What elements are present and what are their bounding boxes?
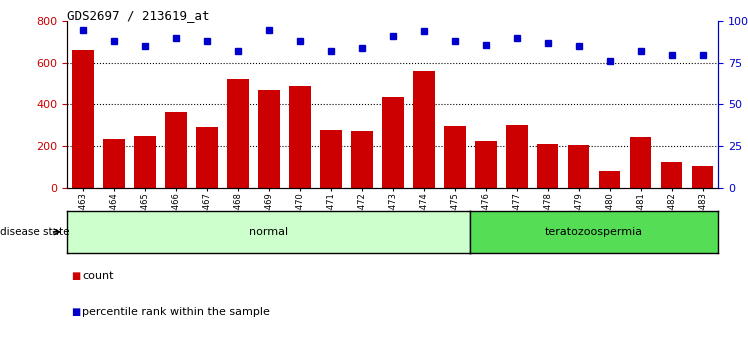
Text: count: count (82, 271, 114, 281)
Text: normal: normal (249, 227, 288, 237)
Bar (165, 112, 186, 188)
Bar (227, 80, 248, 188)
Text: ■: ■ (71, 271, 80, 281)
Bar (258, 90, 280, 188)
Text: ■: ■ (71, 307, 80, 316)
Bar (351, 131, 373, 188)
Bar (103, 139, 125, 188)
Bar (568, 145, 589, 188)
Bar (289, 86, 310, 188)
Bar (630, 137, 652, 188)
Text: disease state: disease state (0, 227, 70, 237)
Bar (196, 127, 218, 188)
Bar (413, 71, 435, 188)
Text: teratozoospermia: teratozoospermia (545, 227, 643, 237)
Text: percentile rank within the sample: percentile rank within the sample (82, 307, 270, 316)
Bar (134, 136, 156, 188)
Text: GDS2697 / 213619_at: GDS2697 / 213619_at (67, 9, 210, 22)
Bar (598, 171, 620, 188)
Bar (506, 125, 527, 188)
Bar (320, 130, 342, 188)
Bar (72, 50, 94, 188)
Bar (660, 162, 682, 188)
Bar (444, 126, 465, 188)
Bar (692, 166, 714, 188)
Bar (381, 97, 403, 188)
Bar (475, 141, 497, 188)
Bar (537, 144, 559, 188)
